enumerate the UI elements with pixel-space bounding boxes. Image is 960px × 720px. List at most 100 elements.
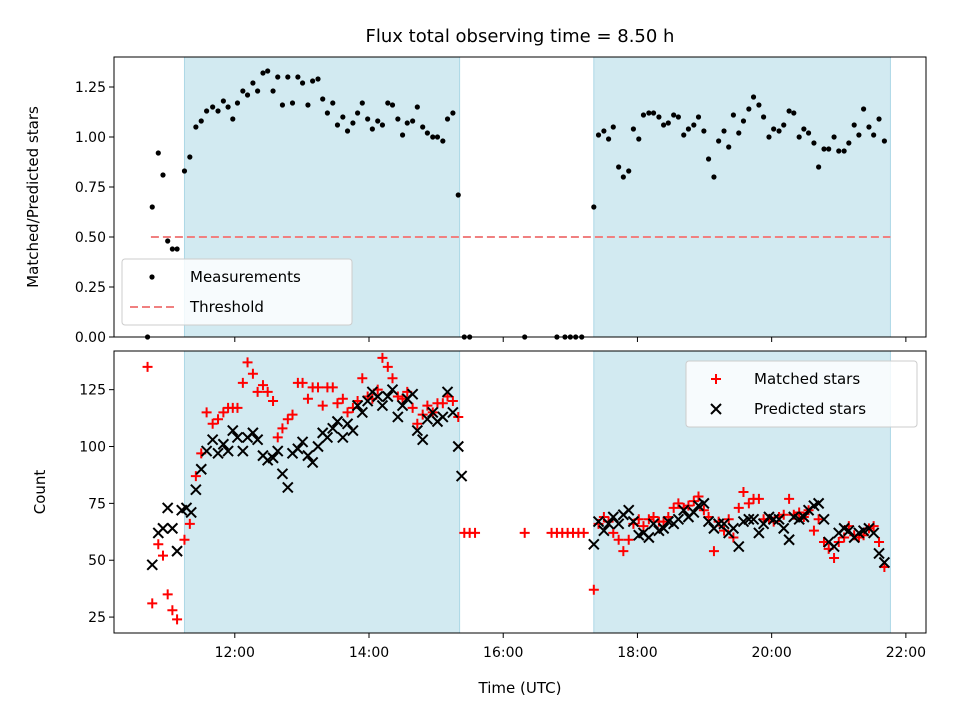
measurement-point xyxy=(591,204,597,210)
predicted-point xyxy=(231,431,244,444)
measurement-point xyxy=(740,118,747,124)
measurement-point xyxy=(204,108,210,114)
predicted-point xyxy=(757,518,770,530)
matched-point xyxy=(357,373,368,384)
measurement-point xyxy=(265,68,271,74)
matched-point xyxy=(392,391,403,402)
measurement-point xyxy=(305,102,311,108)
matched-point xyxy=(377,352,388,363)
measurement-point xyxy=(220,98,226,104)
matched-point xyxy=(213,414,224,425)
measurement-point xyxy=(270,88,276,94)
matched-point xyxy=(407,402,418,413)
measurement-point xyxy=(165,238,171,244)
matched-point xyxy=(743,498,754,509)
matched-point xyxy=(738,487,749,497)
matched-point xyxy=(422,400,433,411)
predicted-point xyxy=(251,433,264,446)
measurement-point xyxy=(801,126,807,132)
matched-point xyxy=(519,527,530,538)
measurement-point xyxy=(414,104,420,110)
predicted-point xyxy=(818,513,830,525)
measurement-point xyxy=(746,106,752,112)
y-axis-label: Count xyxy=(31,470,49,515)
predicted-point xyxy=(843,524,855,537)
measurement-point xyxy=(275,74,281,80)
measurement-point xyxy=(711,174,717,180)
predicted-point xyxy=(237,445,249,457)
measurement-point xyxy=(234,100,241,106)
predicted-point xyxy=(812,497,825,510)
matched-point xyxy=(327,382,338,393)
measurement-point xyxy=(836,148,842,154)
predicted-point xyxy=(455,470,468,482)
measurement-point xyxy=(701,128,707,134)
y-tick-label: 0.00 xyxy=(75,330,106,346)
matched-point xyxy=(257,380,268,391)
predicted-point xyxy=(157,522,169,535)
predicted-point xyxy=(733,540,745,553)
measurement-point xyxy=(736,130,742,136)
measurement-point xyxy=(440,138,446,144)
legend-marker-predicted xyxy=(710,403,722,415)
predicted-point xyxy=(161,502,174,514)
measurement-point xyxy=(315,76,321,82)
measurement-point xyxy=(174,246,180,252)
predicted-point xyxy=(217,438,230,450)
legend: Measurements Threshold xyxy=(121,258,353,326)
predicted-point xyxy=(678,504,690,516)
matched-point xyxy=(172,614,183,625)
measurement-point xyxy=(681,132,687,138)
x-axis-label: Time (UTC) xyxy=(478,679,562,697)
measurement-point xyxy=(359,100,365,106)
matched-point xyxy=(578,527,589,538)
measurement-point xyxy=(730,112,737,118)
predicted-point xyxy=(341,418,354,430)
matched-point xyxy=(201,407,212,418)
measurement-point xyxy=(761,114,767,120)
measurement-point xyxy=(149,204,155,210)
matched-point xyxy=(317,400,328,411)
predicted-point xyxy=(247,427,259,439)
measurement-point xyxy=(826,146,832,152)
matched-point xyxy=(268,396,279,407)
x-tick-label: 20:00 xyxy=(751,645,791,661)
matched-point xyxy=(184,518,195,529)
matched-point xyxy=(412,418,423,429)
measurement-point xyxy=(716,138,722,144)
predicted-point xyxy=(441,386,454,398)
matched-point xyxy=(262,386,273,397)
predicted-point xyxy=(166,522,179,535)
matched-point xyxy=(272,432,283,443)
measurement-point xyxy=(324,110,331,116)
measurement-point xyxy=(215,108,221,114)
measurement-point xyxy=(250,80,256,86)
predicted-point xyxy=(421,413,434,425)
matched-point xyxy=(623,534,634,545)
measurement-point xyxy=(395,116,401,122)
matched-point xyxy=(588,584,599,595)
measurement-point xyxy=(187,154,193,160)
legend-label: Matched stars xyxy=(754,370,860,388)
measurement-point xyxy=(821,146,827,152)
measurement-point xyxy=(876,116,882,122)
y-tick-label: 0.25 xyxy=(75,280,106,296)
measurement-point xyxy=(410,118,416,124)
predicted-point xyxy=(612,518,625,530)
predicted-point xyxy=(356,406,369,419)
measurement-point xyxy=(404,120,410,126)
chart-title: Flux total observing time = 8.50 h xyxy=(366,26,675,47)
predicted-point xyxy=(212,447,224,460)
predicted-point xyxy=(376,399,389,412)
measurement-point xyxy=(856,132,862,138)
legend-label: Measurements xyxy=(190,268,301,286)
matched-point xyxy=(153,539,164,550)
predicted-point xyxy=(392,411,404,423)
measurement-point xyxy=(630,126,637,132)
legend-label: Predicted stars xyxy=(754,400,866,418)
y-tick-label: 100 xyxy=(79,440,106,456)
matched-point xyxy=(282,414,293,425)
measurement-point xyxy=(160,172,166,178)
matched-point xyxy=(142,361,153,372)
measurement-point xyxy=(244,92,251,98)
